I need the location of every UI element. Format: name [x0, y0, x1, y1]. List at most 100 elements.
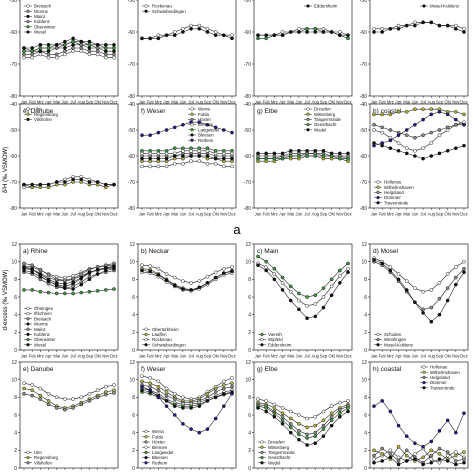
data-point	[172, 154, 177, 158]
data-point	[22, 182, 26, 187]
data-point	[71, 36, 75, 41]
x-tick-label: Jan	[371, 212, 378, 217]
data-point	[172, 391, 177, 396]
y-tick-label: -80	[10, 206, 17, 212]
series-line	[373, 257, 465, 293]
y-tick-label: -70	[360, 180, 367, 186]
legend-entry: Dresden	[268, 440, 285, 445]
data-point	[71, 46, 75, 50]
data-point	[313, 314, 318, 319]
y-tick-label: 4	[14, 312, 17, 318]
data-point	[380, 459, 385, 463]
data-point	[264, 33, 269, 38]
y-tick-label: 0	[132, 348, 135, 354]
x-tick-label: Jun	[296, 354, 303, 359]
series-line	[24, 288, 115, 294]
data-point	[30, 49, 35, 54]
data-point	[87, 289, 92, 294]
data-point	[288, 298, 293, 303]
legend-marker	[144, 461, 148, 465]
data-point	[305, 304, 309, 308]
data-point	[297, 429, 301, 433]
legend-marker	[376, 343, 380, 347]
data-point	[112, 182, 116, 187]
data-point	[46, 42, 51, 47]
data-point	[71, 287, 75, 291]
data-point	[380, 399, 385, 403]
section-a-label: a	[233, 222, 241, 237]
legend-entry: Fulda	[198, 112, 210, 117]
data-point	[453, 117, 458, 122]
y-tick-label: 8	[14, 277, 17, 283]
x-tick-label: Feb	[147, 212, 155, 217]
y-tick-label: -80	[360, 206, 367, 212]
data-point	[429, 130, 434, 135]
legend-marker	[260, 445, 264, 449]
data-point	[46, 55, 51, 60]
series-line	[373, 259, 465, 323]
data-point	[140, 374, 144, 378]
data-point	[205, 161, 210, 166]
x-tick-label: Mai	[403, 354, 410, 359]
data-point	[264, 151, 269, 156]
data-point	[388, 138, 393, 143]
legend-marker	[144, 450, 148, 454]
data-point	[87, 39, 92, 44]
data-point	[54, 395, 59, 400]
series-line	[142, 28, 233, 39]
data-point	[421, 20, 425, 25]
legend-entry: Langwedel	[152, 450, 173, 455]
data-point	[297, 148, 301, 153]
legend-marker	[26, 317, 30, 321]
x-tick-label: Jun	[412, 100, 419, 105]
y-tick-label: 8	[132, 395, 135, 401]
legend-entry: Oberwinter	[34, 24, 56, 29]
y-tick-label: 2	[248, 448, 251, 454]
data-point	[462, 460, 466, 465]
data-point	[205, 427, 210, 431]
legend-entry: Ulm	[34, 450, 42, 455]
data-point	[213, 275, 218, 280]
data-point	[337, 400, 342, 405]
x-tick-label: Jun	[296, 212, 303, 217]
x-tick-label: Dez	[460, 354, 467, 359]
data-point	[321, 154, 326, 158]
data-point	[38, 46, 43, 50]
x-tick-label: Mai	[53, 212, 60, 217]
data-point	[181, 406, 185, 410]
legend-marker	[260, 440, 264, 444]
data-point	[230, 391, 234, 396]
data-point	[46, 52, 51, 57]
data-point	[264, 268, 269, 273]
legend-marker	[190, 112, 194, 116]
data-point	[337, 151, 342, 156]
x-tick-label: Aug	[312, 212, 320, 217]
data-point	[79, 46, 84, 50]
legend-marker	[26, 312, 30, 316]
data-point	[79, 272, 84, 276]
data-point	[71, 397, 75, 401]
data-point	[213, 386, 218, 391]
data-point	[429, 439, 434, 444]
legend-marker	[26, 107, 30, 111]
panel-10: 0 2 4 6 8 10 12 Jan Feb Mrz Apr Mai Jun Jul Aug Sep Okt N…	[129, 242, 237, 359]
data-point	[297, 413, 301, 417]
y-tick-label: -60	[10, 30, 17, 36]
series-line	[142, 153, 232, 157]
panel-label: h) coastal	[373, 366, 402, 373]
legend-entry: Koblenz	[34, 332, 50, 337]
data-point	[388, 26, 393, 31]
legend-marker	[260, 338, 264, 342]
data-point	[164, 393, 169, 398]
data-point	[297, 422, 301, 426]
legend-marker	[26, 456, 30, 460]
data-point	[205, 30, 210, 34]
x-tick-label: Jul	[188, 100, 193, 105]
data-point	[140, 379, 144, 384]
x-tick-label: Nov	[102, 212, 110, 217]
data-point	[164, 386, 169, 391]
legend-marker	[190, 128, 194, 132]
y-tick-label: -50	[244, 0, 251, 4]
x-tick-label: Okt	[328, 100, 335, 105]
legend-marker	[26, 117, 30, 121]
